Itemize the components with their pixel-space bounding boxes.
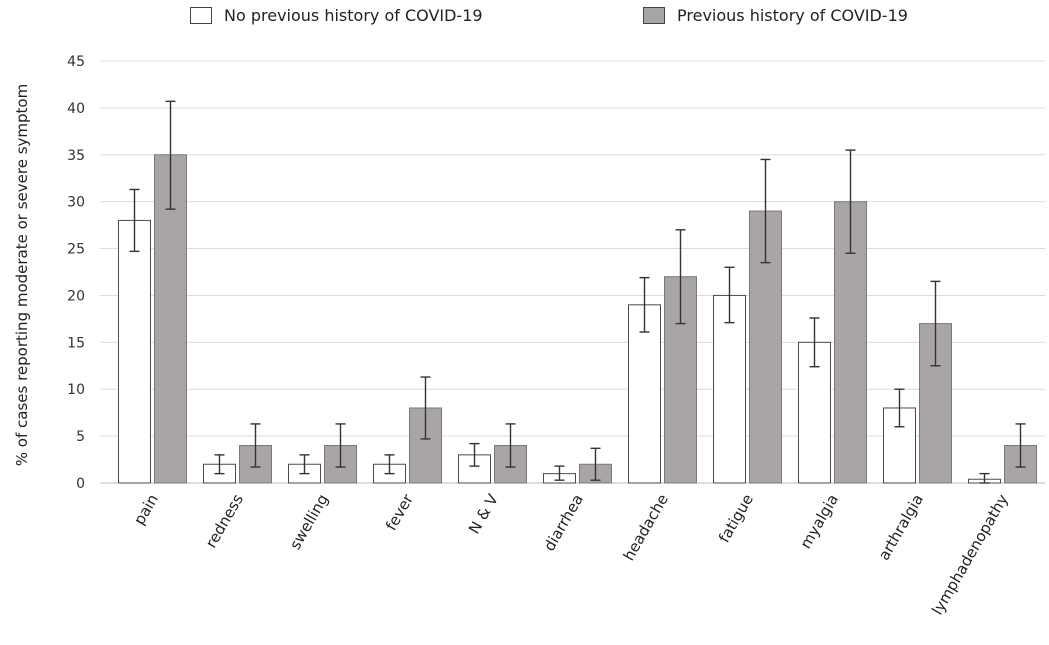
x-tick-label-diarrhea: diarrhea [540,491,587,554]
error-bar-previous-history-fatigue [760,158,771,264]
y-tick-labels: 0 5 10 15 20 25 30 35 40 45 [67,54,85,492]
legend-label-no-history: No previous history of COVID-19 [224,6,483,25]
bar-no-history-pain [118,219,151,484]
error-bar-no-history-redness [214,454,225,475]
y-tick-label-10: 10 [67,382,85,398]
error-bar-previous-history-arthralgia [930,280,941,367]
x-tick-label-headache: headache [620,491,672,564]
error-bar-no-history-diarrhea [554,465,565,481]
y-tick-label-0: 0 [76,476,85,492]
bar-no-history-fatigue [713,294,746,484]
error-bar-no-history-fever [384,454,395,475]
x-tick-label-lymphadenopathy: lymphadenopathy [928,491,1012,618]
x-tick-label-myalgia: myalgia [797,491,842,552]
y-tick-label-15: 15 [67,335,85,351]
error-bar-previous-history-swelling [335,423,346,468]
y-tick-label-35: 35 [67,148,85,164]
x-tick-label-nv: N & V [465,490,502,537]
y-tick-label-5: 5 [76,429,85,445]
y-tick-label-40: 40 [67,101,85,117]
error-bar-previous-history-redness [250,423,261,468]
error-bar-no-history-arthralgia [894,388,905,428]
x-tick-label-redness: redness [202,491,247,551]
y-tick-label-25: 25 [67,242,85,258]
legend-swatch-white [190,7,212,24]
legend-label-previous-history: Previous history of COVID-19 [677,6,908,25]
error-bar-no-history-lymphadenopathy [979,472,990,484]
error-bars [129,100,1026,484]
error-bar-no-history-myalgia [809,317,820,368]
error-bar-no-history-nv [469,442,480,467]
error-bar-previous-history-lymphadenopathy [1015,423,1026,468]
error-bar-no-history-pain [129,188,140,253]
x-tick-label-fatigue: fatigue [715,491,757,546]
error-bar-no-history-headache [639,276,650,333]
legend: No previous history of COVID-19 Previous… [0,6,1049,32]
x-tick-label-fever: fever [382,490,417,533]
error-bar-previous-history-fever [420,376,431,440]
x-tick-labels: pain redness swelling fever N & V diarrhea hea… [130,490,1012,618]
error-bar-previous-history-diarrhea [590,447,601,481]
x-tick-label-arthralgia: arthralgia [875,491,927,563]
x-tick-label-pain: pain [130,491,162,528]
error-bar-previous-history-headache [675,229,686,325]
error-bar-previous-history-myalgia [845,149,856,254]
error-bar-previous-history-nv [505,423,516,468]
error-bar-no-history-swelling [299,454,310,475]
legend-item-no-history: No previous history of COVID-19 [190,6,483,25]
x-tick-label-swelling: swelling [286,491,332,553]
y-tick-label-30: 30 [67,195,85,211]
y-tick-label-45: 45 [67,54,85,70]
y-tick-label-20: 20 [67,288,85,304]
error-bar-previous-history-pain [165,100,176,210]
legend-swatch-gray [643,7,665,24]
legend-item-previous-history: Previous history of COVID-19 [643,6,908,25]
error-bar-no-history-fatigue [724,266,735,324]
bar-no-history-headache [628,304,661,484]
